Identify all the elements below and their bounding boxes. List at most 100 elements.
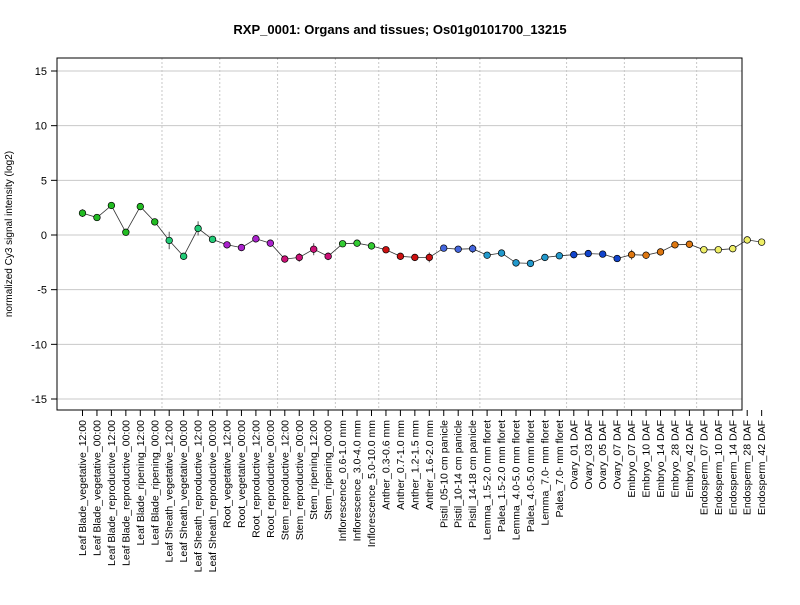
x-tick-label: Leaf Sheath_reproductive_00:00: [207, 420, 219, 573]
data-point: [266, 239, 275, 247]
chart-title: RXP_0001: Organs and tissues; Os01g01017…: [233, 22, 566, 37]
x-tick-label: Stem_ripening_12:00: [308, 420, 320, 520]
data-point: [208, 235, 217, 244]
data-point: [136, 202, 144, 211]
data-point: [700, 246, 708, 254]
data-point: [599, 250, 607, 258]
x-tick-label: Inflorescence_5.0-10.0 mm: [366, 420, 378, 547]
data-point: [685, 240, 694, 248]
data-point: [237, 243, 246, 252]
x-tick-label: Endosperm_07 DAF: [698, 420, 710, 515]
x-tick-label: Leaf Sheath_vegetative_00:00: [178, 420, 190, 563]
data-point: [382, 246, 390, 254]
data-point: [440, 244, 448, 252]
data-point: [656, 248, 665, 256]
data-point: [338, 240, 347, 248]
data-point: [743, 236, 751, 244]
x-tick-label: Pistil_05-10 cm panicle: [438, 420, 450, 528]
x-tick-label: Lemma_4.0-5.0 mm floret: [511, 420, 523, 540]
x-tick-label: Leaf Sheath_reproductive_12:00: [193, 420, 205, 573]
data-point: [281, 255, 289, 263]
data-point: [310, 245, 318, 253]
x-tick-label: Leaf Blade_vegetative_00:00: [91, 420, 103, 556]
grid-layer: [57, 58, 742, 410]
plot-frame: [56, 57, 743, 411]
x-tick-label: Pistil_14-18 cm panicle: [467, 420, 479, 528]
data-point: [107, 201, 116, 210]
data-point: [555, 252, 563, 260]
x-axis: Leaf Blade_vegetative_12:00 Leaf Blade_ve…: [77, 410, 768, 572]
x-tick-label: Leaf Blade_ripening_00:00: [149, 420, 161, 546]
data-point: [78, 209, 87, 217]
data-point: [122, 228, 130, 236]
x-tick-label: Root_vegetative_00:00: [236, 420, 248, 528]
data-point: [93, 213, 101, 222]
data-point: [512, 259, 520, 267]
data-point: [454, 245, 462, 253]
x-tick-label: Endosperm_28 DAF: [742, 420, 754, 515]
x-tick-label: Root_vegetative_12:00: [222, 420, 234, 528]
x-tick-label: Palea_1.5-2.0 mm floret: [496, 420, 508, 532]
x-tick-label: Endosperm_42 DAF: [756, 420, 768, 515]
x-tick-label: Inflorescence_0.6-1.0 mm: [337, 420, 349, 542]
data-point: [194, 224, 202, 233]
data-point: [469, 245, 477, 253]
x-tick-label: Anther_1.6-2.0 mm: [424, 420, 436, 510]
data-point: [367, 242, 376, 250]
x-tick-label: Lemma_7.0- mm floret: [539, 420, 551, 526]
x-tick-label: Root_reproductive_00:00: [265, 420, 277, 538]
data-point: [758, 238, 766, 246]
x-tick-label: Inflorescence_3.0-4.0 mm: [352, 420, 364, 542]
data-point: [179, 252, 188, 260]
data-point: [151, 218, 159, 226]
data-point: [627, 251, 636, 259]
x-tick-label: Stem_ripening_00:00: [323, 420, 335, 520]
y-tick-label: -10: [31, 339, 47, 351]
x-tick-label: Leaf Blade_ripening_12:00: [135, 420, 147, 546]
x-tick-label: Embryo_14 DAF: [655, 420, 667, 498]
data-point: [541, 253, 549, 262]
data-point: [295, 253, 303, 262]
x-tick-label: Palea_7.0- mm floret: [554, 420, 566, 518]
data-point: [570, 251, 578, 259]
data-point: [324, 252, 332, 260]
data-point: [714, 246, 722, 254]
x-tick-label: Root_reproductive_12:00: [250, 420, 262, 538]
x-tick-label: Lemma_1.5-2.0 mm floret: [482, 420, 494, 540]
x-tick-label: Palea_4.0-5.0 mm floret: [525, 420, 537, 532]
x-tick-label: Leaf Blade_reproductive_12:00: [106, 420, 118, 566]
data-point: [483, 251, 491, 259]
y-tick-label: -15: [31, 394, 47, 406]
x-tick-label: Embryo_10 DAF: [641, 420, 653, 498]
x-tick-label: Pistil_10-14 cm panicle: [453, 420, 465, 528]
x-tick-label: Stem_reproductive_00:00: [294, 420, 306, 540]
x-tick-label: Ovary_03 DAF: [583, 420, 595, 489]
x-tick-label: Embryo_07 DAF: [626, 420, 638, 498]
data-point: [425, 253, 433, 262]
data-point: [497, 249, 506, 257]
x-tick-label: Embryo_28 DAF: [669, 420, 681, 498]
x-tick-label: Ovary_05 DAF: [597, 420, 609, 489]
data-point: [526, 259, 535, 268]
x-tick-label: Anther_0.7-1.0 mm: [395, 420, 407, 510]
data-point: [252, 235, 260, 243]
x-tick-label: Leaf Blade_reproductive_00:00: [120, 420, 132, 566]
y-tick-label: 10: [35, 121, 47, 133]
y-axis-label: normalized Cy3 signal intensity (log2): [4, 151, 15, 317]
y-tick-label: -5: [37, 285, 47, 297]
x-tick-label: Ovary_01 DAF: [568, 420, 580, 489]
x-tick-label: Ovary_07 DAF: [612, 420, 624, 489]
x-tick-label: Leaf Blade_vegetative_12:00: [77, 420, 89, 556]
data-point: [729, 245, 737, 253]
data-point: [223, 241, 231, 249]
data-point: [411, 253, 419, 262]
x-tick-label: Embryo_42 DAF: [684, 420, 696, 498]
data-point: [396, 252, 405, 260]
data-point: [671, 241, 679, 249]
x-tick-label: Endosperm_14 DAF: [727, 420, 739, 515]
x-tick-label: Anther_0.3-0.6 mm: [380, 420, 392, 510]
data-point: [165, 236, 173, 245]
data-point: [353, 239, 361, 247]
